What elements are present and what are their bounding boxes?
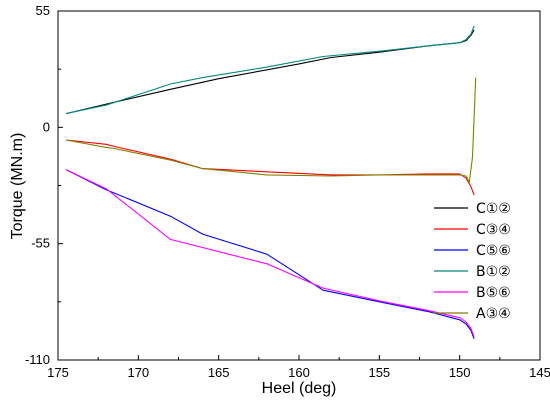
series-line-4 — [65, 25, 475, 115]
y-tick-label: -55 — [31, 236, 50, 251]
x-tick-label: 155 — [368, 365, 390, 380]
series-line-3 — [65, 169, 475, 339]
x-tick-label: 170 — [127, 365, 149, 380]
legend-label: C⑤⑥ — [476, 243, 511, 259]
y-tick-label: 55 — [36, 3, 50, 18]
y-axis-title: Torque (MN.m) — [9, 133, 26, 240]
legend-label: B①② — [476, 264, 511, 280]
x-tick-label: 175 — [47, 365, 69, 380]
legend-label: C③④ — [476, 222, 511, 238]
x-tick-label: 160 — [288, 365, 310, 380]
series-layer — [65, 25, 477, 339]
legend-label: B⑤⑥ — [476, 285, 511, 301]
legend-label: C①② — [476, 201, 511, 217]
y-tick-label: 0 — [43, 119, 50, 134]
x-tick-label: 150 — [449, 365, 471, 380]
x-axis-title: Heel (deg) — [262, 380, 337, 397]
x-tick-label: 145 — [529, 365, 550, 380]
series-line-5 — [65, 169, 475, 337]
ticks-layer: 175 170 165 160 155 150 145 -110 -55 0 55 — [25, 3, 550, 380]
series-line-2 — [65, 139, 475, 196]
y-tick-label: -110 — [25, 352, 50, 367]
x-tick-label: 165 — [208, 365, 230, 380]
legend-label: A③④ — [476, 306, 511, 322]
series-line-1 — [65, 29, 475, 115]
series-line-6 — [65, 77, 477, 183]
legend: C①② C③④ C⑤⑥ B①② B⑤⑥ A③④ — [434, 201, 511, 322]
